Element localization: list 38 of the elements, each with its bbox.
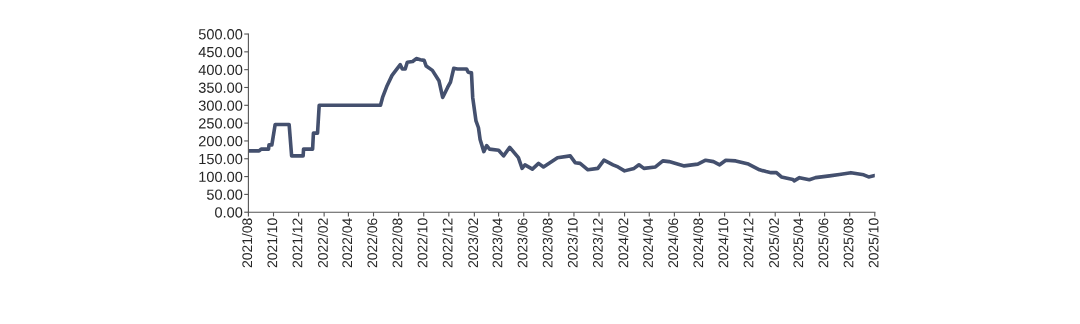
y-tick-label: 50.00 — [206, 189, 243, 200]
x-tick-label: 2024/10 — [718, 218, 729, 268]
y-tick-label: 450.00 — [198, 46, 243, 58]
x-tick-label: 2025/02 — [768, 218, 779, 268]
x-tick-label: 2023/06 — [517, 218, 528, 268]
x-tick-label: 2025/10 — [868, 218, 879, 268]
x-tick-label: 2024/04 — [642, 218, 653, 268]
x-tick-label: 2022/02 — [317, 218, 328, 268]
y-tick-label: 300.00 — [198, 100, 243, 111]
x-tick-label: 2023/12 — [592, 218, 603, 268]
y-tick-label: 350.00 — [198, 82, 243, 93]
x-tick-label: 2023/02 — [467, 218, 479, 268]
x-tick-label: 2024/06 — [667, 218, 679, 268]
x-tick-label: 2022/04 — [341, 218, 353, 268]
x-tick-label: 2021/08 — [241, 218, 253, 268]
x-tick-label: 2022/12 — [442, 218, 453, 268]
x-tick-label: 2025/04 — [793, 218, 804, 268]
y-tick-label: 400.00 — [198, 64, 243, 76]
x-tick-label: 2022/08 — [392, 218, 403, 268]
x-tick-label: 2024/02 — [618, 218, 629, 268]
y-tick-label: 200.00 — [198, 136, 243, 147]
y-tick-label: 250.00 — [198, 118, 243, 129]
x-tick-label: 2025/08 — [843, 218, 854, 268]
x-tick-label: 2021/12 — [292, 218, 303, 268]
x-tick-label: 2023/04 — [492, 218, 503, 268]
y-tick-label: 0.00 — [215, 207, 243, 218]
x-tick-label: 2023/10 — [567, 218, 578, 268]
x-tick-label: 2024/12 — [743, 218, 754, 268]
x-tick-label: 2022/10 — [417, 218, 428, 268]
x-tick-label: 2021/10 — [267, 218, 278, 268]
x-tick-label: 2022/06 — [367, 218, 378, 268]
y-tick-label: 150.00 — [199, 153, 243, 165]
x-tick-label: 2023/08 — [542, 218, 553, 268]
x-tick-label: 2024/08 — [693, 218, 704, 268]
line-series — [248, 56, 875, 183]
y-tick-label: 500.00 — [198, 29, 243, 40]
y-tick-label: 100.00 — [199, 171, 243, 183]
x-tick-label: 2025/06 — [818, 218, 829, 268]
